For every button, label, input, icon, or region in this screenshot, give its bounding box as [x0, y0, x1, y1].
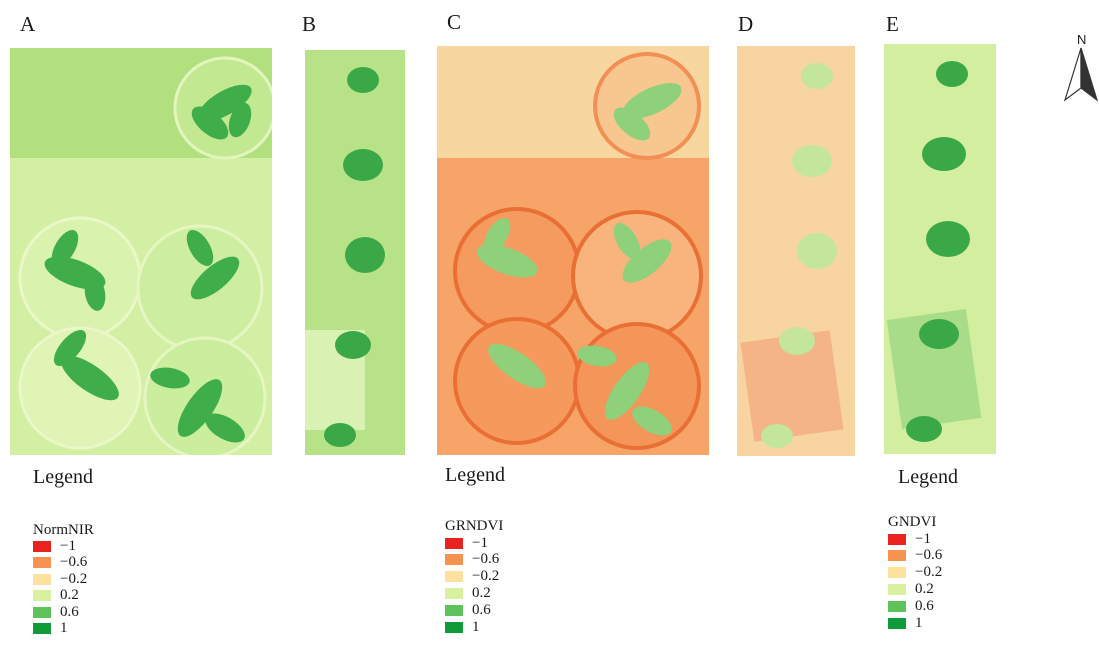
- legend-row: 0.2: [33, 587, 79, 603]
- legend-value: −0.6: [915, 547, 943, 564]
- legend-row: −0.2: [33, 570, 88, 587]
- legend-title-normnir: Legend: [33, 466, 93, 488]
- legend-value: −1: [472, 534, 488, 551]
- legend-value: −0.2: [60, 570, 88, 587]
- legend-swatch: [33, 557, 51, 568]
- legend-swatch: [33, 573, 51, 585]
- normnir-strip-image: [305, 50, 405, 455]
- legend-swatch: [445, 537, 463, 549]
- legend-row: −0.6: [445, 551, 500, 568]
- legend-value: −1: [60, 537, 76, 554]
- grndvi-map-image: [437, 46, 709, 455]
- legend-value: 1: [915, 614, 923, 631]
- panel-label-c: C: [447, 10, 462, 34]
- panel-label-a: A: [20, 12, 36, 36]
- panel-label-b: B: [302, 12, 317, 36]
- legend-row: −0.6: [888, 547, 943, 564]
- legend-row: −1: [33, 537, 76, 554]
- legend-row: 0.6: [33, 603, 79, 620]
- legend-heading-gndvi: GNDVI: [888, 514, 937, 530]
- legend-title-grndvi: Legend: [445, 464, 505, 486]
- north-arrow: N: [1063, 33, 1099, 103]
- map-panel-a-normnir: [10, 48, 272, 455]
- legend-row: −0.2: [888, 564, 943, 581]
- legend-row: −1: [888, 530, 931, 547]
- map-panel-c-grndvi: [437, 46, 709, 455]
- map-panel-b-normnir: [305, 50, 405, 455]
- legend-row: −0.6: [33, 554, 88, 570]
- legend-swatch: [33, 590, 51, 601]
- legend-row: −0.2: [445, 568, 500, 585]
- gndvi-strip-image: [884, 44, 996, 454]
- map-panel-d-grndvi: [737, 46, 855, 456]
- legend-row: −1: [445, 534, 488, 551]
- legend-row: 1: [33, 620, 68, 636]
- legend-swatch: [445, 554, 463, 566]
- normnir-map-image: [10, 48, 272, 455]
- legend-swatch: [888, 600, 906, 612]
- north-letter: N: [1077, 32, 1087, 47]
- legend-value: −0.6: [472, 551, 500, 568]
- legend-value: 0.2: [472, 584, 491, 601]
- legend-row: 1: [445, 618, 480, 635]
- legend-row: 0.6: [888, 597, 934, 614]
- legend-swatch: [888, 533, 906, 545]
- legend-value: 1: [472, 618, 480, 635]
- legend-value: −0.2: [472, 568, 500, 585]
- legend-heading-normnir: NormNIR: [33, 522, 94, 538]
- legend-swatch: [888, 583, 906, 595]
- legend-row: 0.2: [888, 580, 934, 597]
- legend-value: 0.2: [60, 587, 79, 603]
- north-arrow-icon: [1063, 47, 1099, 102]
- legend-value: −1: [915, 530, 931, 547]
- legend-swatch: [445, 587, 463, 599]
- legend-swatch: [888, 567, 906, 579]
- legend-swatch: [445, 604, 463, 616]
- panel-label-e: E: [886, 12, 899, 36]
- legend-swatch: [888, 617, 906, 629]
- legend-row: 1: [888, 614, 923, 631]
- legend-value: −0.2: [915, 564, 943, 581]
- legend-title-gndvi: Legend: [898, 466, 958, 488]
- map-panel-e-gndvi: [884, 44, 996, 454]
- panel-label-d: D: [738, 12, 754, 36]
- legend-swatch: [33, 623, 51, 634]
- legend-swatch: [888, 550, 906, 562]
- legend-swatch: [445, 621, 463, 633]
- legend-value: 0.6: [915, 597, 934, 614]
- legend-heading-grndvi: GRNDVI: [445, 518, 504, 534]
- legend-swatch: [33, 606, 51, 618]
- legend-row: 0.6: [445, 601, 491, 618]
- legend-value: 0.6: [60, 603, 79, 620]
- legend-value: 1: [60, 620, 68, 636]
- legend-value: 0.2: [915, 580, 934, 597]
- legend-swatch: [445, 571, 463, 583]
- grndvi-strip-image: [737, 46, 855, 456]
- legend-value: −0.6: [60, 554, 88, 570]
- legend-swatch: [33, 540, 51, 552]
- legend-row: 0.2: [445, 584, 491, 601]
- legend-value: 0.6: [472, 601, 491, 618]
